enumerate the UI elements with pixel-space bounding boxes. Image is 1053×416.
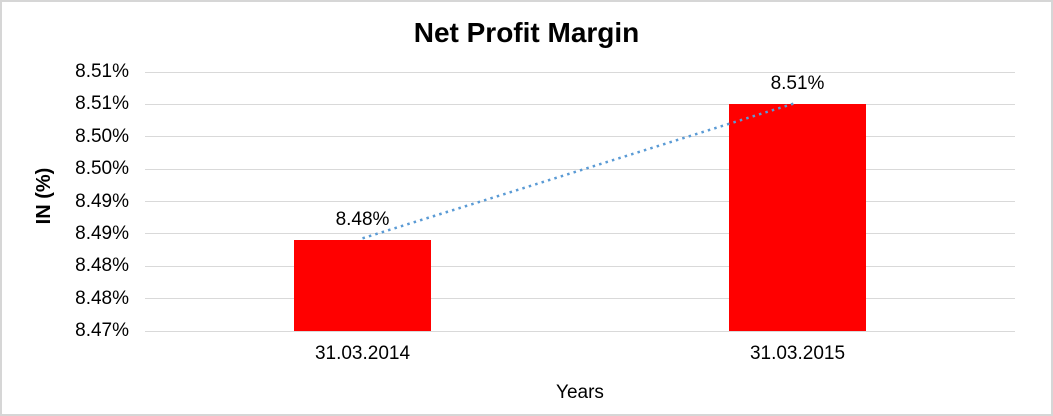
y-tick-label: 8.50% (75, 125, 129, 147)
x-tick-label: 31.03.2014 (314, 343, 411, 364)
gridline (145, 103, 1015, 105)
y-tick-label: 8.49% (75, 222, 129, 244)
y-tick-label: 8.51% (75, 93, 129, 115)
gridline (145, 233, 1015, 235)
bar-data-label: 8.48% (335, 209, 390, 231)
y-tick-label: 8.47% (75, 320, 129, 341)
x-axis-title: Years (556, 382, 604, 403)
bar-data-label: 8.51% (770, 73, 825, 95)
gridline (145, 330, 1015, 332)
y-tick-label: 8.48% (75, 287, 129, 309)
y-tick-label: 8.49% (75, 190, 129, 212)
y-tick-label: 8.50% (75, 158, 129, 180)
gridline (145, 71, 1015, 73)
gridline (145, 168, 1015, 170)
bar (729, 104, 866, 331)
gridline (145, 298, 1015, 300)
chart-title: Net Profit Margin (413, 17, 640, 48)
y-tick-label: 8.48% (75, 255, 129, 277)
bar (294, 240, 431, 331)
gridline (145, 136, 1015, 138)
gridline (145, 201, 1015, 202)
y-tick-label: 8.51% (75, 61, 129, 82)
gridline (145, 265, 1015, 267)
x-tick-label: 31.03.2015 (749, 343, 846, 364)
